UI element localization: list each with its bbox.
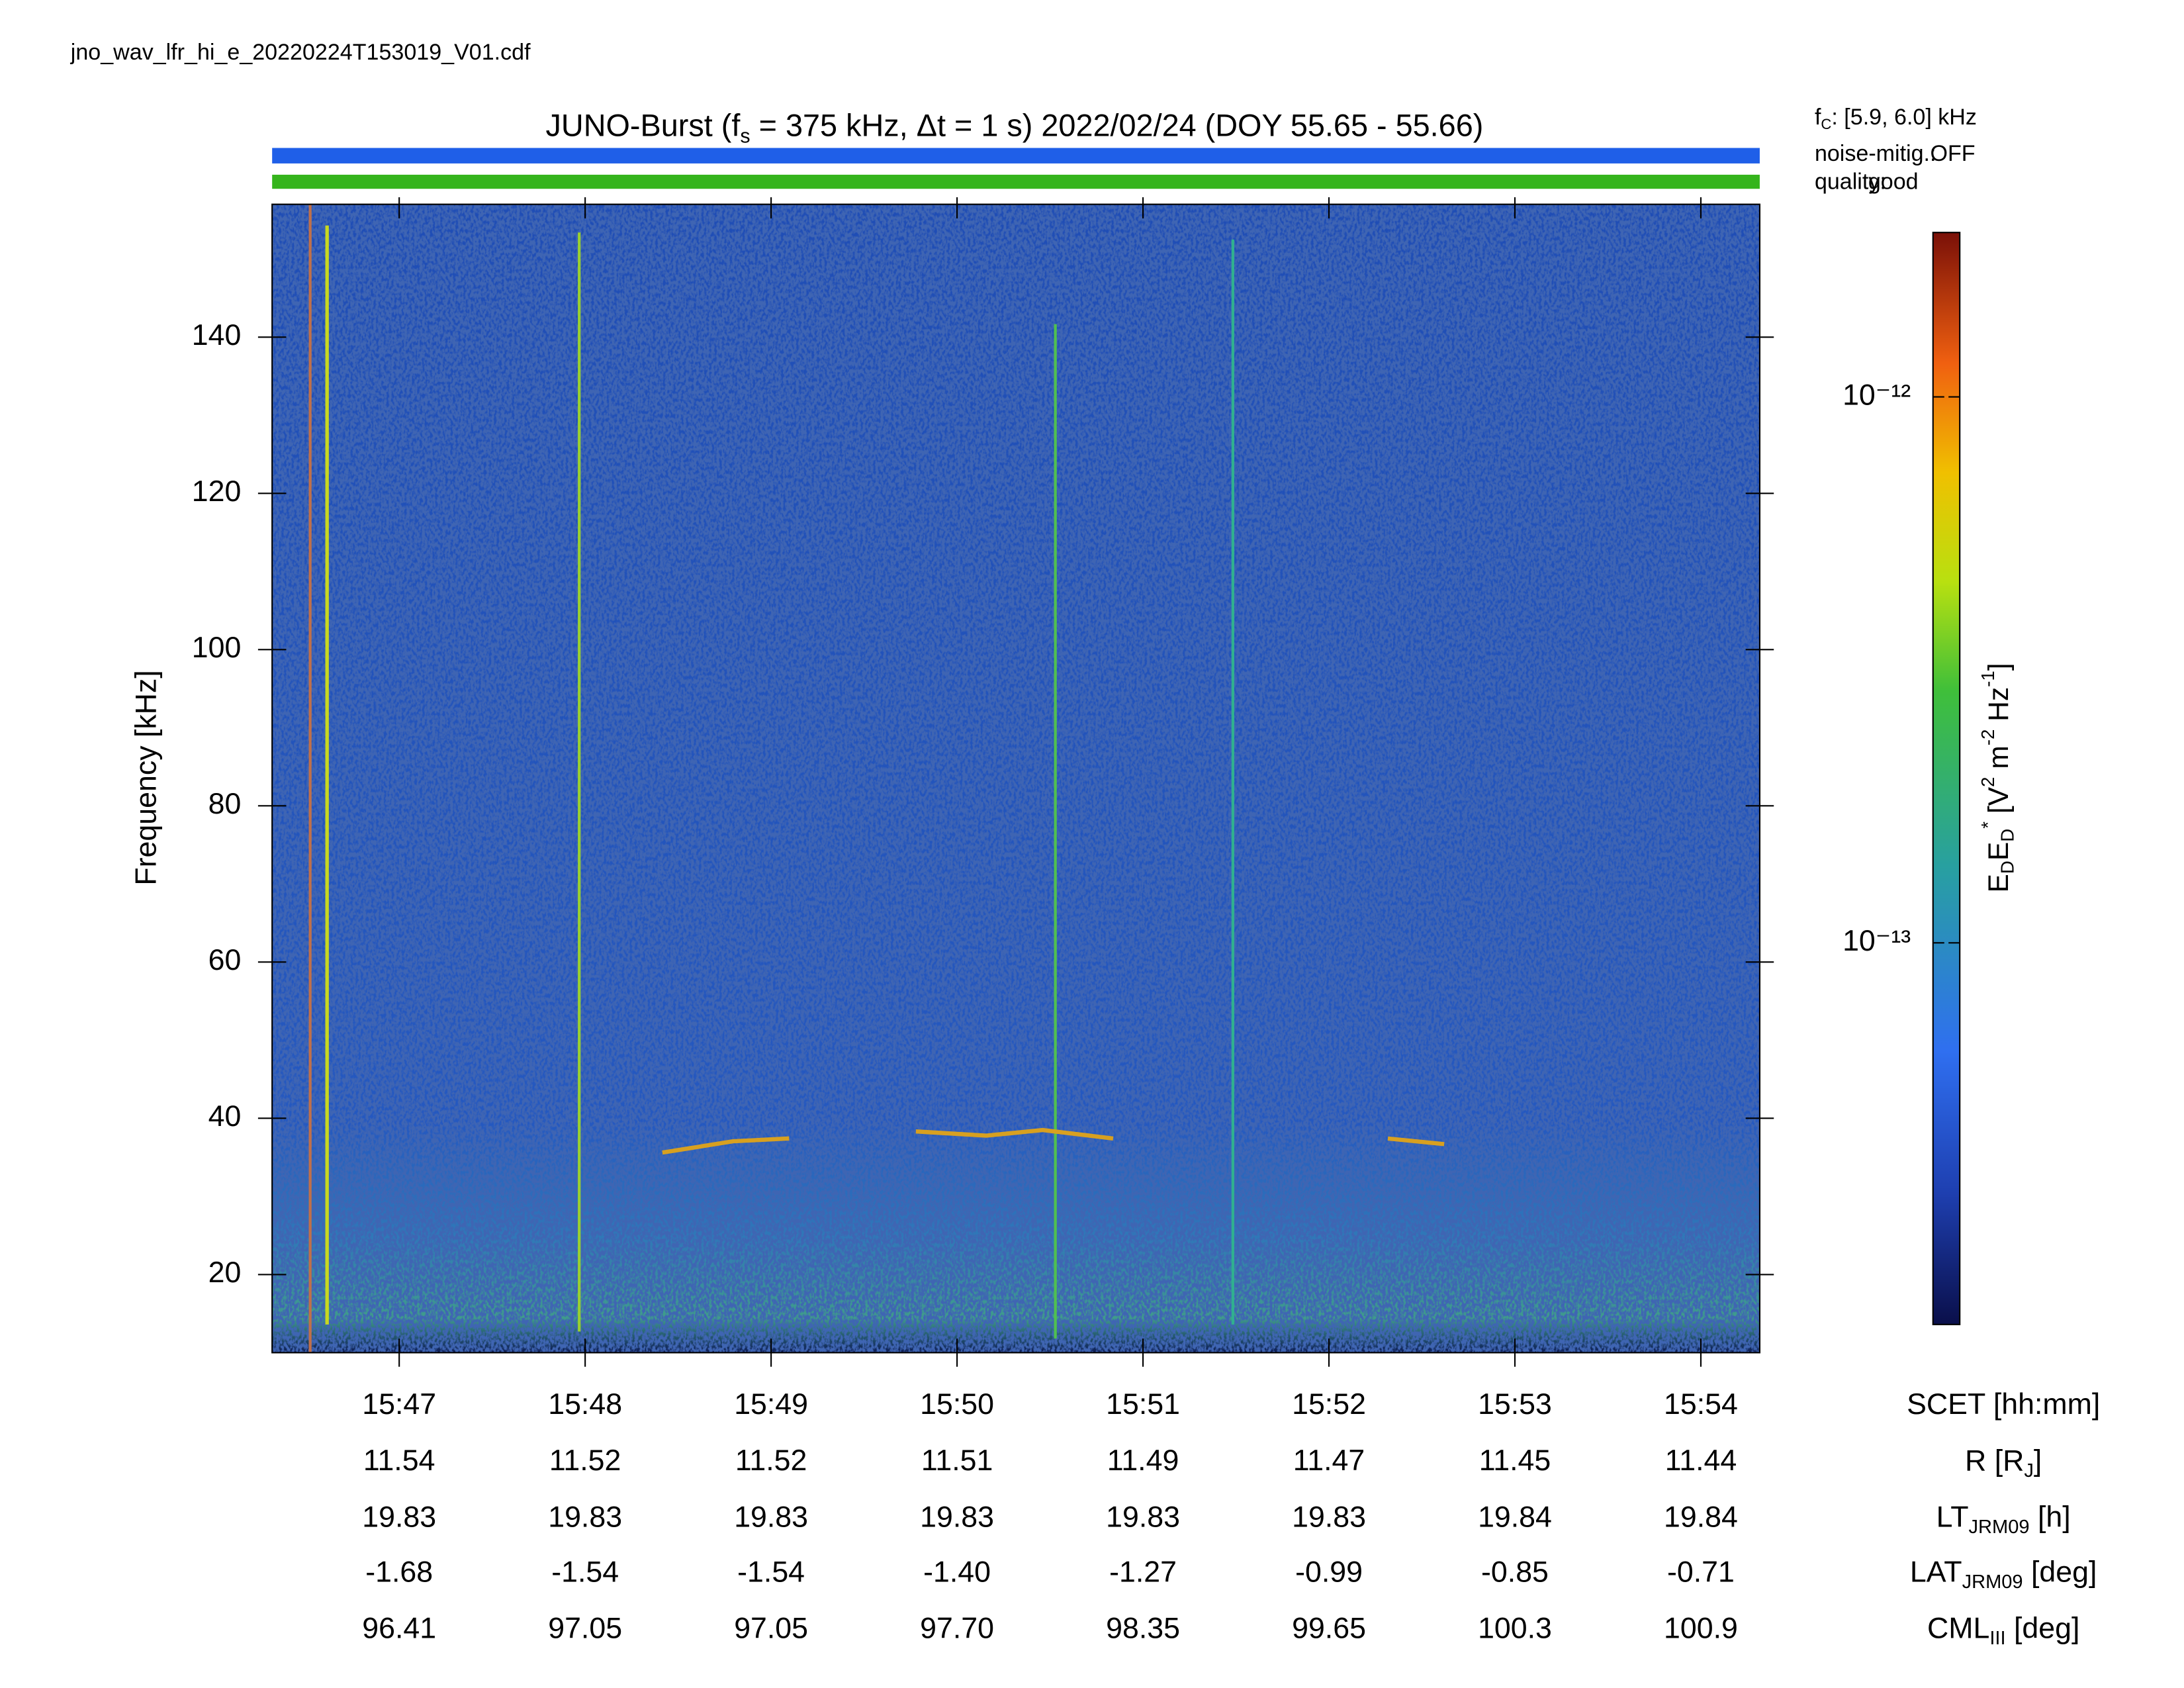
ephemeris-label: LTJRM09 [h] — [1936, 1501, 2071, 1537]
ephemeris-value: -1.54 — [551, 1556, 619, 1588]
y-tick-label: 40 — [208, 1100, 242, 1133]
x-axis-label: SCET [hh:mm] — [1907, 1388, 2100, 1421]
ephemeris-value: 98.35 — [1106, 1613, 1180, 1645]
ephemeris-value: 100.9 — [1664, 1613, 1738, 1645]
quality-label: quality: — [1815, 169, 1886, 195]
noise-value: OFF — [1930, 141, 1975, 166]
ephemeris-value: 96.41 — [362, 1613, 436, 1645]
ephemeris-value: -1.54 — [737, 1556, 805, 1588]
ephemeris-value: -1.68 — [365, 1556, 433, 1588]
quality-value: good — [1868, 169, 1919, 195]
file-name: jno_wav_lfr_hi_e_20220224T153019_V01.cdf — [70, 40, 531, 65]
ephemeris-value: 11.52 — [549, 1444, 621, 1477]
colorbar-tick-label: 10⁻¹² — [1843, 379, 1911, 411]
noise-bar — [272, 148, 1760, 164]
ephemeris-value: -0.71 — [1667, 1556, 1735, 1588]
spectrogram-texture — [272, 204, 1760, 1353]
ephemeris-value: 11.49 — [1107, 1444, 1179, 1477]
fc-annotation: fC: [5.9, 6.0] kHz — [1815, 105, 1977, 132]
ephemeris-value: 19.84 — [1664, 1501, 1738, 1533]
ephemeris-value: 11.51 — [921, 1444, 993, 1477]
ephemeris-value: -0.99 — [1295, 1556, 1363, 1588]
ephemeris-value: 97.70 — [920, 1613, 994, 1645]
ephemeris-value: 19.83 — [734, 1501, 808, 1533]
ephemeris-value: 11.44 — [1665, 1444, 1737, 1477]
ephemeris-value: 11.52 — [735, 1444, 807, 1477]
colorbar — [1932, 232, 1961, 1325]
noise-label: noise-mitig.: — [1815, 141, 1936, 166]
y-tick-label: 80 — [208, 788, 242, 820]
ephemeris-value: -0.85 — [1481, 1556, 1549, 1588]
x-tick-label: 15:53 — [1478, 1388, 1552, 1421]
y-tick-label: 120 — [192, 475, 242, 508]
ephemeris-value: 99.65 — [1292, 1613, 1366, 1645]
x-tick-label: 15:52 — [1292, 1388, 1366, 1421]
ephemeris-value: 19.83 — [920, 1501, 994, 1533]
emission-band — [662, 1127, 1445, 1155]
chart-title: JUNO-Burst (fs = 375 kHz, Δt = 1 s) 2022… — [546, 109, 1484, 148]
y-tick-label: 20 — [208, 1256, 242, 1289]
ephemeris-value: 19.83 — [362, 1501, 436, 1533]
ephemeris-value: 11.47 — [1293, 1444, 1365, 1477]
ephemeris-value: 19.83 — [1292, 1501, 1366, 1533]
ephemeris-value: 97.05 — [734, 1613, 808, 1645]
x-tick-label: 15:54 — [1664, 1388, 1738, 1421]
colorbar-tick-label: 10⁻¹³ — [1843, 925, 1911, 957]
plot-frame — [271, 203, 1760, 1354]
ephemeris-value: 11.45 — [1479, 1444, 1551, 1477]
x-tick-label: 15:51 — [1106, 1388, 1180, 1421]
ephemeris-value: 100.3 — [1478, 1613, 1552, 1645]
y-tick-label: 100 — [192, 632, 242, 664]
ephemeris-label: LATJRM09 [deg] — [1910, 1556, 2097, 1592]
ephemeris-value: 97.05 — [548, 1613, 622, 1645]
spectrogram — [271, 203, 1760, 1354]
colorbar-label: EDED* [V2 m-2 Hz-1] — [1978, 663, 2018, 892]
ephemeris-value: -1.27 — [1109, 1556, 1177, 1588]
x-tick-label: 15:47 — [362, 1388, 436, 1421]
quality-bar — [272, 174, 1760, 189]
ephemeris-value: 11.54 — [363, 1444, 435, 1477]
y-tick-label: 140 — [192, 319, 242, 352]
ephemeris-value: 19.84 — [1478, 1501, 1552, 1533]
ephemeris-label: R [RJ] — [1965, 1444, 2042, 1481]
ephemeris-value: 19.83 — [1106, 1501, 1180, 1533]
ephemeris-value: -1.40 — [923, 1556, 991, 1588]
ephemeris-value: 19.83 — [548, 1501, 622, 1533]
y-tick-label: 60 — [208, 944, 242, 976]
x-tick-label: 15:48 — [548, 1388, 622, 1421]
x-tick-label: 15:50 — [920, 1388, 994, 1421]
y-axis-label: Frequency [kHz] — [130, 670, 163, 885]
x-tick-label: 15:49 — [734, 1388, 808, 1421]
ephemeris-label: CMLIII [deg] — [1927, 1613, 2079, 1649]
